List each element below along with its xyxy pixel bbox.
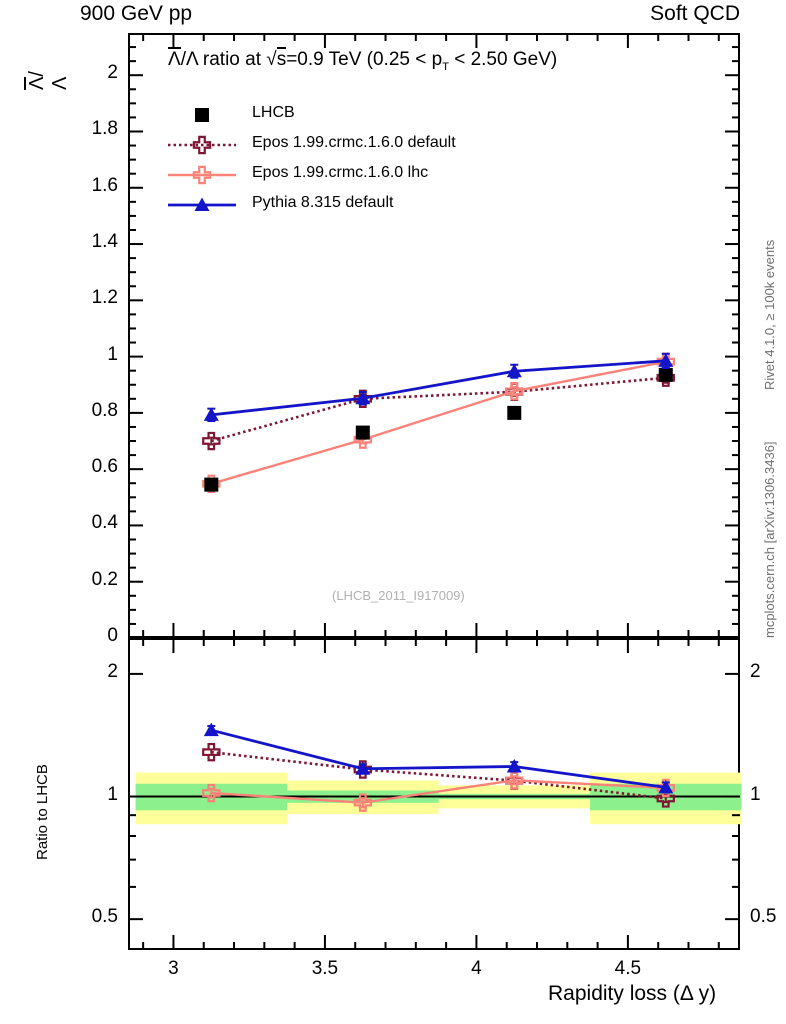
- plot-title-text: Λ/Λ ratio at √s=0.9 TeV (0.25 < pT < 2.5…: [168, 47, 558, 73]
- main-ytick-label-4: 0.8: [91, 399, 118, 421]
- main-x-ticks: [142, 33, 720, 638]
- series-pythia-marker-0: [203, 407, 219, 421]
- main-ytick-label-8: 1.6: [91, 174, 118, 196]
- x-tick-label-4: 4: [471, 958, 482, 979]
- ratio-error-bands: [135, 772, 742, 825]
- main-plot-frame: [128, 33, 740, 638]
- series-pythia-marker-2: [506, 363, 522, 378]
- analysis-watermark: (LHCB_2011_I917009): [332, 588, 465, 603]
- ratio-pythia-marker-3: [658, 779, 674, 794]
- legend-label-0: LHCB: [252, 104, 295, 121]
- x-tick-label-3: 3: [168, 958, 179, 979]
- series-lhcb-marker-2: [507, 405, 522, 420]
- main-ytick-label-6: 1.2: [91, 287, 118, 309]
- ratio-pythia-marker-1: [355, 761, 371, 775]
- legend-marker-3: [194, 197, 210, 211]
- ratio-epos-default-line: [211, 750, 666, 800]
- legend-marker-1: [192, 135, 212, 155]
- ratio-pythia-marker-2: [506, 758, 522, 773]
- series-epos-default-marker-0: [202, 431, 221, 451]
- series-pythia-marker-3: [658, 353, 674, 367]
- ratio-epos-default-marker-0: [202, 742, 221, 762]
- ratio-epos-lhc-line: [210, 779, 667, 804]
- series-epos-lhc: [202, 352, 675, 493]
- plot-title: Λ/Λ ratio at √s=0.9 TeV (0.25 < pT < 2.5…: [168, 47, 558, 73]
- series-epos-lhc-marker-2: [505, 382, 524, 401]
- main-ytick-label-2: 0.4: [91, 512, 118, 534]
- x-tick-label-3.5: 3.5: [311, 958, 339, 979]
- legend: [168, 108, 236, 211]
- legend-marker-2: [192, 165, 212, 185]
- legend-marker-0: [195, 108, 209, 122]
- series-pythia-line: [209, 359, 668, 417]
- ratio-epos-lhc-marker-1: [353, 793, 373, 812]
- ratio-ytick-label-l-0: 0.5: [91, 906, 118, 928]
- series-lhcb-marker-3: [658, 367, 673, 382]
- header-right: Soft QCD: [650, 2, 740, 25]
- series-epos-default-line: [210, 376, 666, 443]
- main-ytick-label-1: 0.2: [91, 568, 118, 590]
- ratio-ytick-label-r-1: 1: [750, 783, 761, 805]
- ratio-pythia-marker-0: [203, 722, 219, 737]
- main-ytick-label-3: 0.6: [91, 456, 118, 478]
- main-ytick-label-9: 1.8: [91, 118, 118, 140]
- legend-label-3: Pythia 8.315 default: [252, 194, 394, 211]
- main-ytick-label-5: 1: [107, 343, 118, 365]
- ratio-ytick-label-r-2: 2: [750, 660, 761, 682]
- x-axis-title: Rapidity loss (Δ y): [548, 982, 717, 1005]
- main-ytick-label-10: 2: [107, 62, 118, 84]
- ratio-pythia-line: [209, 728, 668, 789]
- series-lhcb-marker-1: [355, 425, 370, 440]
- main-ytick-label-7: 1.4: [91, 231, 118, 253]
- x-tick-label-4.5: 4.5: [614, 958, 642, 979]
- series-epos-lhc-line: [210, 360, 667, 485]
- ratio-epos-lhc-marker-0: [202, 783, 221, 803]
- ratio-ytick-label-l-2: 2: [107, 660, 118, 682]
- series-lhcb: [204, 367, 673, 492]
- main-ytick-label-0: 0: [107, 625, 118, 646]
- ratio-axis-ticks: [128, 672, 740, 921]
- series-pythia: [203, 352, 674, 423]
- ratio-x-ticks: [142, 638, 720, 950]
- series-lhcb-marker-0: [204, 477, 219, 492]
- ratio-ytick-label-l-1: 1: [107, 783, 118, 805]
- ratio-pythia: [203, 722, 674, 794]
- ratio-epos-lhc-marker-2: [505, 771, 524, 790]
- legend-label-2: Epos 1.99.crmc.1.6.0 lhc: [252, 164, 429, 181]
- series-pythia-marker-1: [355, 390, 371, 405]
- header-left: 900 GeV pp: [80, 2, 193, 25]
- legend-label-1: Epos 1.99.crmc.1.6.0 default: [252, 134, 456, 151]
- main-axis-ticks: [128, 46, 740, 639]
- ratio-ytick-label-r-0: 0.5: [750, 906, 777, 928]
